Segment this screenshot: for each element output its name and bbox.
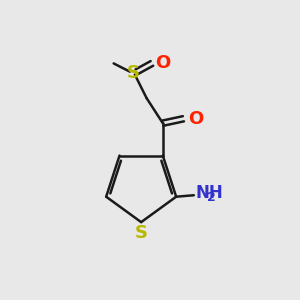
Text: NH: NH — [195, 184, 223, 202]
Text: S: S — [127, 64, 140, 82]
Text: O: O — [188, 110, 203, 128]
Text: O: O — [155, 54, 171, 72]
Text: S: S — [135, 224, 148, 242]
Text: 2: 2 — [207, 191, 216, 204]
